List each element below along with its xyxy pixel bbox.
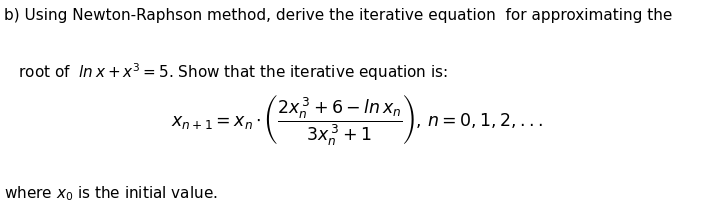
- Text: b) Using Newton-Raphson method, derive the iterative equation  for approximating: b) Using Newton-Raphson method, derive t…: [4, 8, 672, 23]
- Text: root of  $\mathit{ln\,x} + x^3 = 5$. Show that the iterative equation is:: root of $\mathit{ln\,x} + x^3 = 5$. Show…: [4, 61, 448, 83]
- Text: where $x_0$ is the initial value.: where $x_0$ is the initial value.: [4, 184, 217, 202]
- Text: $x_{n+1} = x_n \cdot \left(\dfrac{2x_n^{\,3} + 6 - \mathit{ln}\, x_n}{3x_n^{\,3}: $x_{n+1} = x_n \cdot \left(\dfrac{2x_n^{…: [170, 92, 543, 146]
